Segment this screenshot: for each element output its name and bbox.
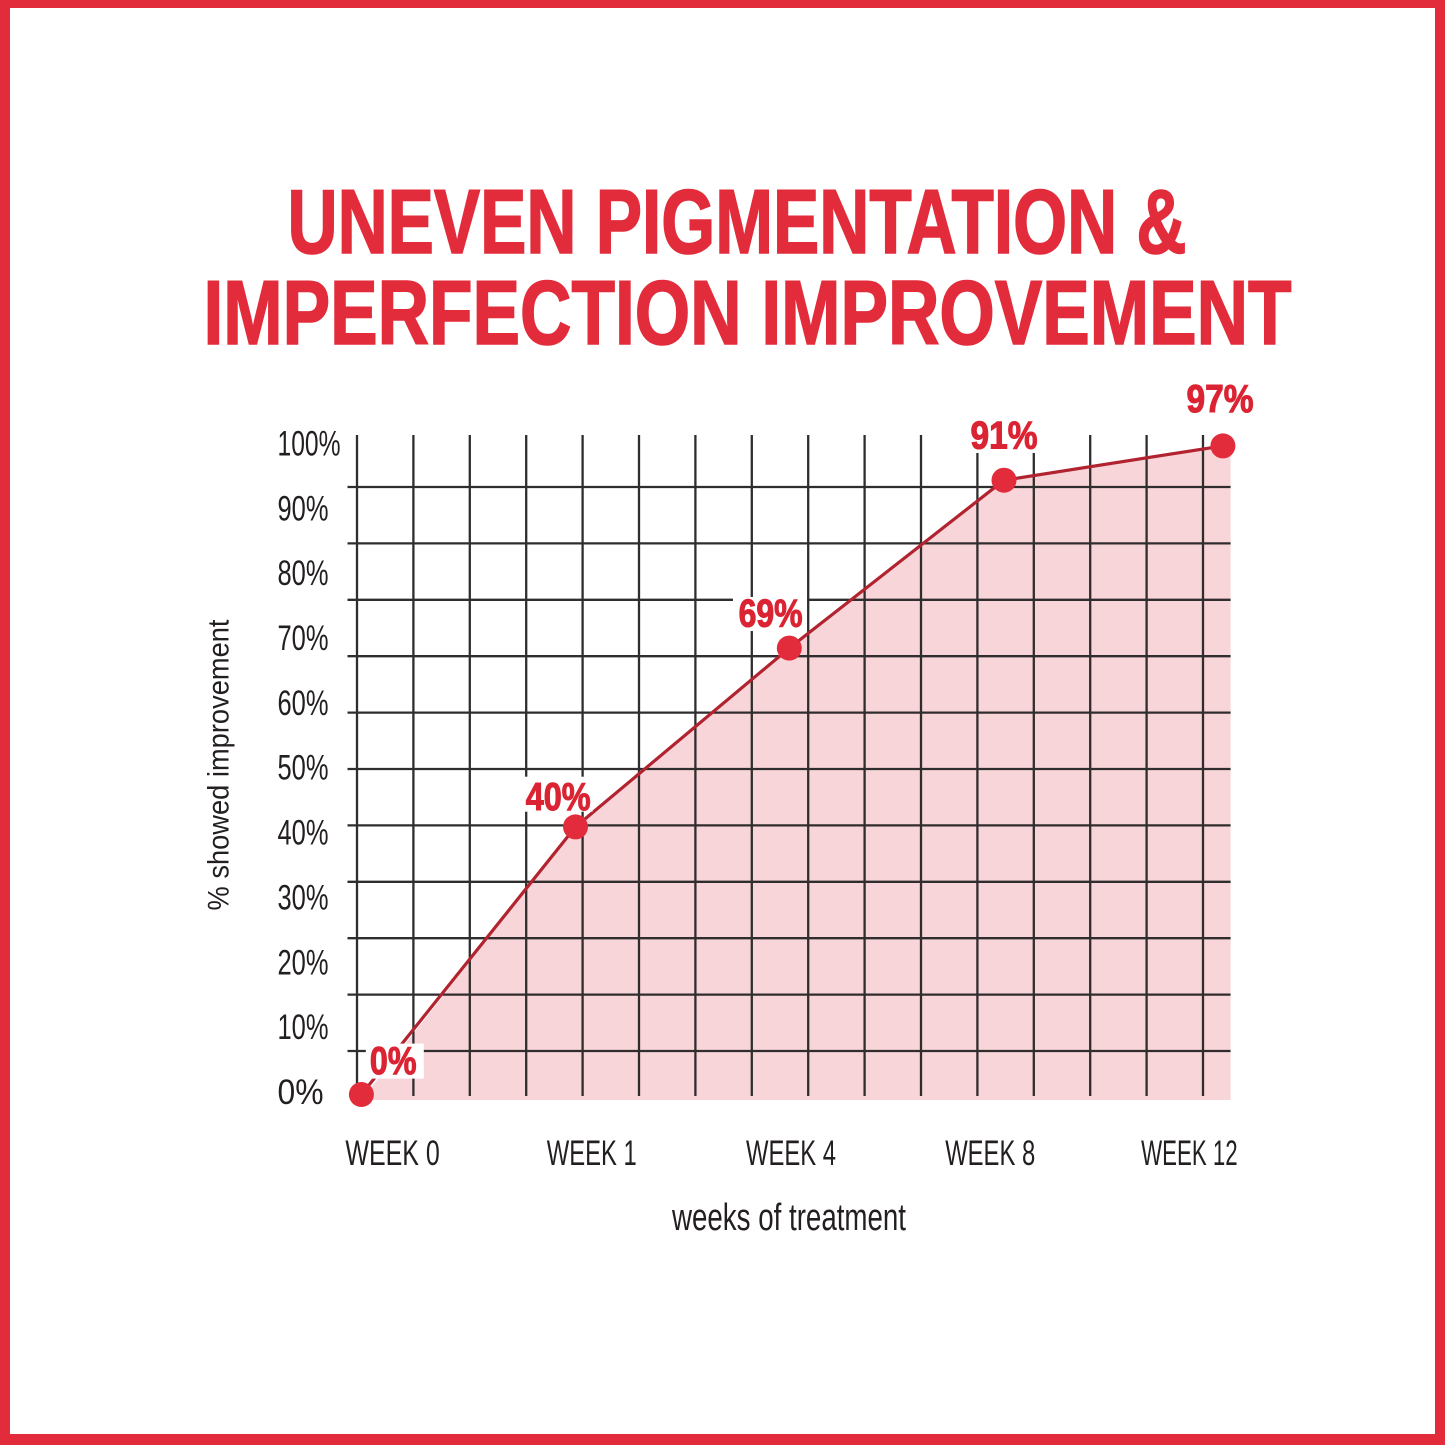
- svg-text:69%: 69%: [739, 592, 803, 635]
- svg-text:100%: 100%: [278, 425, 341, 464]
- svg-text:40%: 40%: [278, 814, 329, 853]
- svg-text:20%: 20%: [278, 943, 329, 982]
- svg-text:80%: 80%: [278, 554, 329, 593]
- svg-text:IMPERFECTION IMPROVEMENT: IMPERFECTION IMPROVEMENT: [204, 263, 1292, 364]
- svg-text:UNEVEN PIGMENTATION &: UNEVEN PIGMENTATION &: [288, 172, 1187, 273]
- svg-text:90%: 90%: [278, 489, 329, 528]
- svg-text:40%: 40%: [526, 776, 591, 819]
- svg-text:30%: 30%: [278, 878, 329, 917]
- svg-text:50%: 50%: [278, 749, 329, 788]
- svg-text:WEEK 1: WEEK 1: [547, 1134, 637, 1173]
- svg-text:% showed improvement: % showed improvement: [203, 619, 236, 911]
- svg-text:97%: 97%: [1187, 378, 1254, 421]
- svg-text:60%: 60%: [278, 684, 329, 723]
- svg-text:WEEK 0: WEEK 0: [345, 1134, 440, 1173]
- svg-text:70%: 70%: [278, 619, 329, 658]
- svg-text:weeks of treatment: weeks of treatment: [671, 1197, 906, 1239]
- svg-text:WEEK 4: WEEK 4: [746, 1134, 836, 1173]
- svg-text:WEEK 12: WEEK 12: [1141, 1134, 1238, 1173]
- svg-text:10%: 10%: [278, 1008, 329, 1047]
- svg-text:0%: 0%: [278, 1073, 324, 1112]
- svg-text:91%: 91%: [971, 415, 1038, 458]
- svg-text:0%: 0%: [370, 1040, 417, 1083]
- svg-text:WEEK 8: WEEK 8: [945, 1134, 1035, 1173]
